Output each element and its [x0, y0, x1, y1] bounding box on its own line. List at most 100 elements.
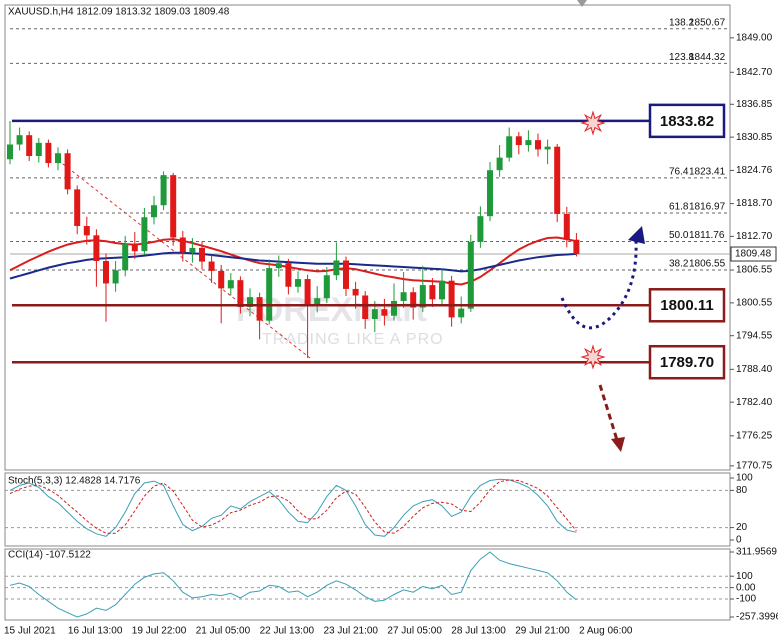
moving-average	[9, 251, 577, 280]
candle-body	[563, 213, 570, 240]
candle-body	[45, 142, 52, 164]
chart-header: XAUUSD.h,H4 1812.09 1813.32 1809.03 1809…	[8, 7, 230, 18]
fib-price: 1844.32	[689, 52, 726, 63]
y-tick-label: 1800.55	[736, 298, 773, 309]
candle-body	[371, 309, 378, 320]
panel-title: CCI(14) -107.5122	[8, 550, 91, 561]
candle-body	[573, 239, 580, 255]
candle-body	[304, 279, 311, 305]
candle-body	[208, 261, 215, 271]
candle-body	[141, 217, 148, 252]
key-level-label: 1789.70	[660, 354, 714, 371]
candle-body	[429, 285, 436, 300]
candle-body	[448, 280, 455, 318]
fib-ratio: 38.2	[669, 259, 689, 270]
last-price-tag	[730, 246, 777, 262]
y-tick-label: 1849.00	[736, 32, 773, 43]
watermark-tagline: TRADING LIKE A PRO	[262, 331, 444, 348]
key-level-box	[648, 344, 726, 380]
candle-body	[400, 292, 407, 301]
x-tick-label: 27 Jul 05:00	[387, 626, 442, 637]
candle-body	[103, 261, 109, 284]
candle-body	[7, 144, 13, 160]
candle-body	[362, 295, 369, 320]
y-tick-label: 1788.40	[736, 364, 773, 375]
candle-body	[227, 280, 234, 289]
candle-body	[477, 216, 484, 242]
fib-ratio: 50.0	[669, 230, 689, 241]
candle-body	[199, 247, 205, 262]
candle-body	[506, 136, 513, 158]
y-tick-label: 80	[736, 485, 748, 496]
indicator-line	[9, 478, 577, 537]
y-tick-label: 1842.70	[736, 67, 773, 78]
fib-price: 1850.67	[689, 17, 726, 28]
x-tick-label: 23 Jul 21:00	[324, 626, 379, 637]
fib-price: 1811.76	[689, 230, 725, 241]
candle-body	[26, 135, 33, 156]
y-tick-label: 311.9569	[736, 547, 777, 558]
y-tick-label: 1836.85	[736, 99, 773, 110]
fib-ratio: 138.2	[669, 17, 694, 28]
watermark-brand: FOREXmart	[236, 291, 427, 329]
candle-body	[35, 142, 42, 156]
candle-body	[515, 136, 522, 146]
candle-body	[323, 275, 330, 299]
candle-body	[487, 170, 493, 217]
indicator-line	[9, 551, 577, 618]
candle-body	[160, 175, 167, 206]
fib-price: 1806.55	[689, 259, 726, 270]
x-tick-label: 19 Jul 22:00	[132, 626, 187, 637]
y-tick-label: 1824.76	[736, 165, 773, 176]
candle-body	[275, 263, 282, 269]
y-tick-label: -100	[736, 594, 756, 605]
x-tick-label: 15 Jul 2021	[4, 626, 56, 637]
candle-body	[170, 175, 177, 238]
candle-body	[458, 308, 465, 318]
indicator-line	[9, 479, 577, 534]
candle-body	[333, 260, 340, 276]
candle-body	[151, 205, 157, 218]
candle-body	[544, 146, 551, 150]
candle-body	[237, 280, 244, 307]
y-tick-label: 100	[736, 571, 753, 582]
candle-body	[314, 298, 321, 305]
candle-body	[352, 288, 359, 296]
candle-body	[381, 309, 388, 316]
candle-body	[535, 140, 541, 150]
fib-price: 1816.97	[689, 202, 726, 213]
y-tick-label: 1806.55	[736, 265, 773, 276]
candle-body	[285, 263, 292, 287]
fib-price: 1823.41	[689, 166, 726, 177]
x-tick-label: 28 Jul 13:00	[451, 626, 506, 637]
x-tick-label: 22 Jul 13:00	[260, 626, 315, 637]
candle-body	[74, 189, 81, 227]
y-tick-label: 1776.25	[736, 430, 773, 441]
arrow-head	[628, 226, 645, 244]
projection-arrow	[560, 239, 638, 330]
candle-body	[496, 157, 503, 171]
candle-body	[410, 292, 417, 308]
candle-body	[93, 235, 100, 262]
y-tick-label: 100	[736, 473, 753, 484]
x-tick-label: 16 Jul 13:00	[68, 626, 123, 637]
candle-body	[295, 279, 301, 287]
moving-average	[9, 236, 577, 286]
candle-body	[525, 140, 532, 146]
arrow-head	[611, 437, 625, 452]
candle-body	[343, 260, 349, 289]
candle-body	[554, 146, 561, 214]
candle-body	[467, 241, 474, 309]
fib-ratio: 123.8	[669, 52, 694, 63]
burst-icon	[581, 111, 605, 135]
y-tick-label: 1830.85	[736, 132, 773, 143]
y-tick-label: 0.00	[736, 582, 756, 593]
panel-title: Stoch(5,3,3) 12.4828 14.7176	[8, 476, 141, 487]
y-tick-label: 1818.70	[736, 198, 773, 209]
y-tick-label: 1782.40	[736, 397, 773, 408]
fib-ratio: 76.4	[669, 166, 689, 177]
y-tick-label: 20	[736, 522, 748, 533]
candle-body	[64, 153, 71, 190]
candle-body	[256, 297, 263, 321]
